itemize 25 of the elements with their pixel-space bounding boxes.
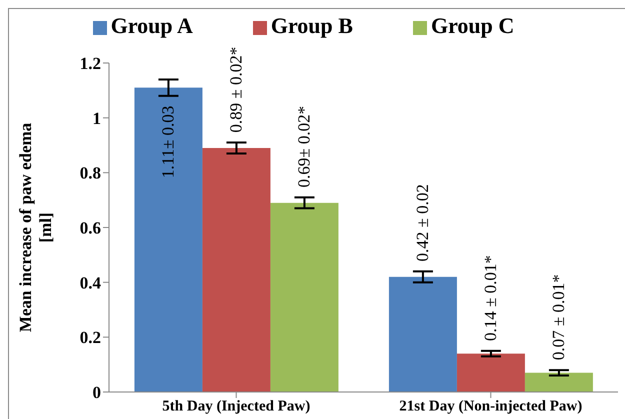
legend-label: Group B: [270, 13, 353, 38]
x-tick-label: 21st Day (Non-injected Paw): [399, 398, 582, 415]
data-label: 0.69± 0.02*: [294, 106, 314, 188]
data-label: 0.42 ± 0.02: [412, 184, 432, 262]
bar: [388, 276, 457, 392]
bar: [202, 148, 270, 392]
x-tick-label: 5th Day (Injected Paw): [162, 398, 310, 415]
legend-label: Group A: [110, 13, 193, 38]
data-label: 0.07 ± 0.01*: [548, 274, 568, 360]
bar: [456, 354, 525, 392]
y-tick-label: 0.8: [80, 164, 101, 183]
y-axis-title: Mean increase of paw edema [ml]: [16, 122, 55, 332]
data-label: 0.14 ± 0.01*: [480, 255, 500, 341]
bar: [524, 372, 593, 392]
bar: [134, 88, 202, 392]
data-label: 0.89 ± 0.02*: [226, 46, 246, 133]
y-tick-label: 0: [92, 383, 101, 402]
y-tick-label: 0.2: [80, 328, 101, 348]
bar: [270, 202, 338, 392]
y-tick-label: 1.2: [80, 54, 101, 74]
y-tick-label: 0.6: [80, 218, 101, 238]
y-tick-label: 1: [92, 108, 101, 128]
legend-label: Group C: [430, 13, 514, 38]
y-tick-label: 0.4: [80, 273, 102, 292]
data-label: 1.11± 0.03: [158, 106, 178, 178]
